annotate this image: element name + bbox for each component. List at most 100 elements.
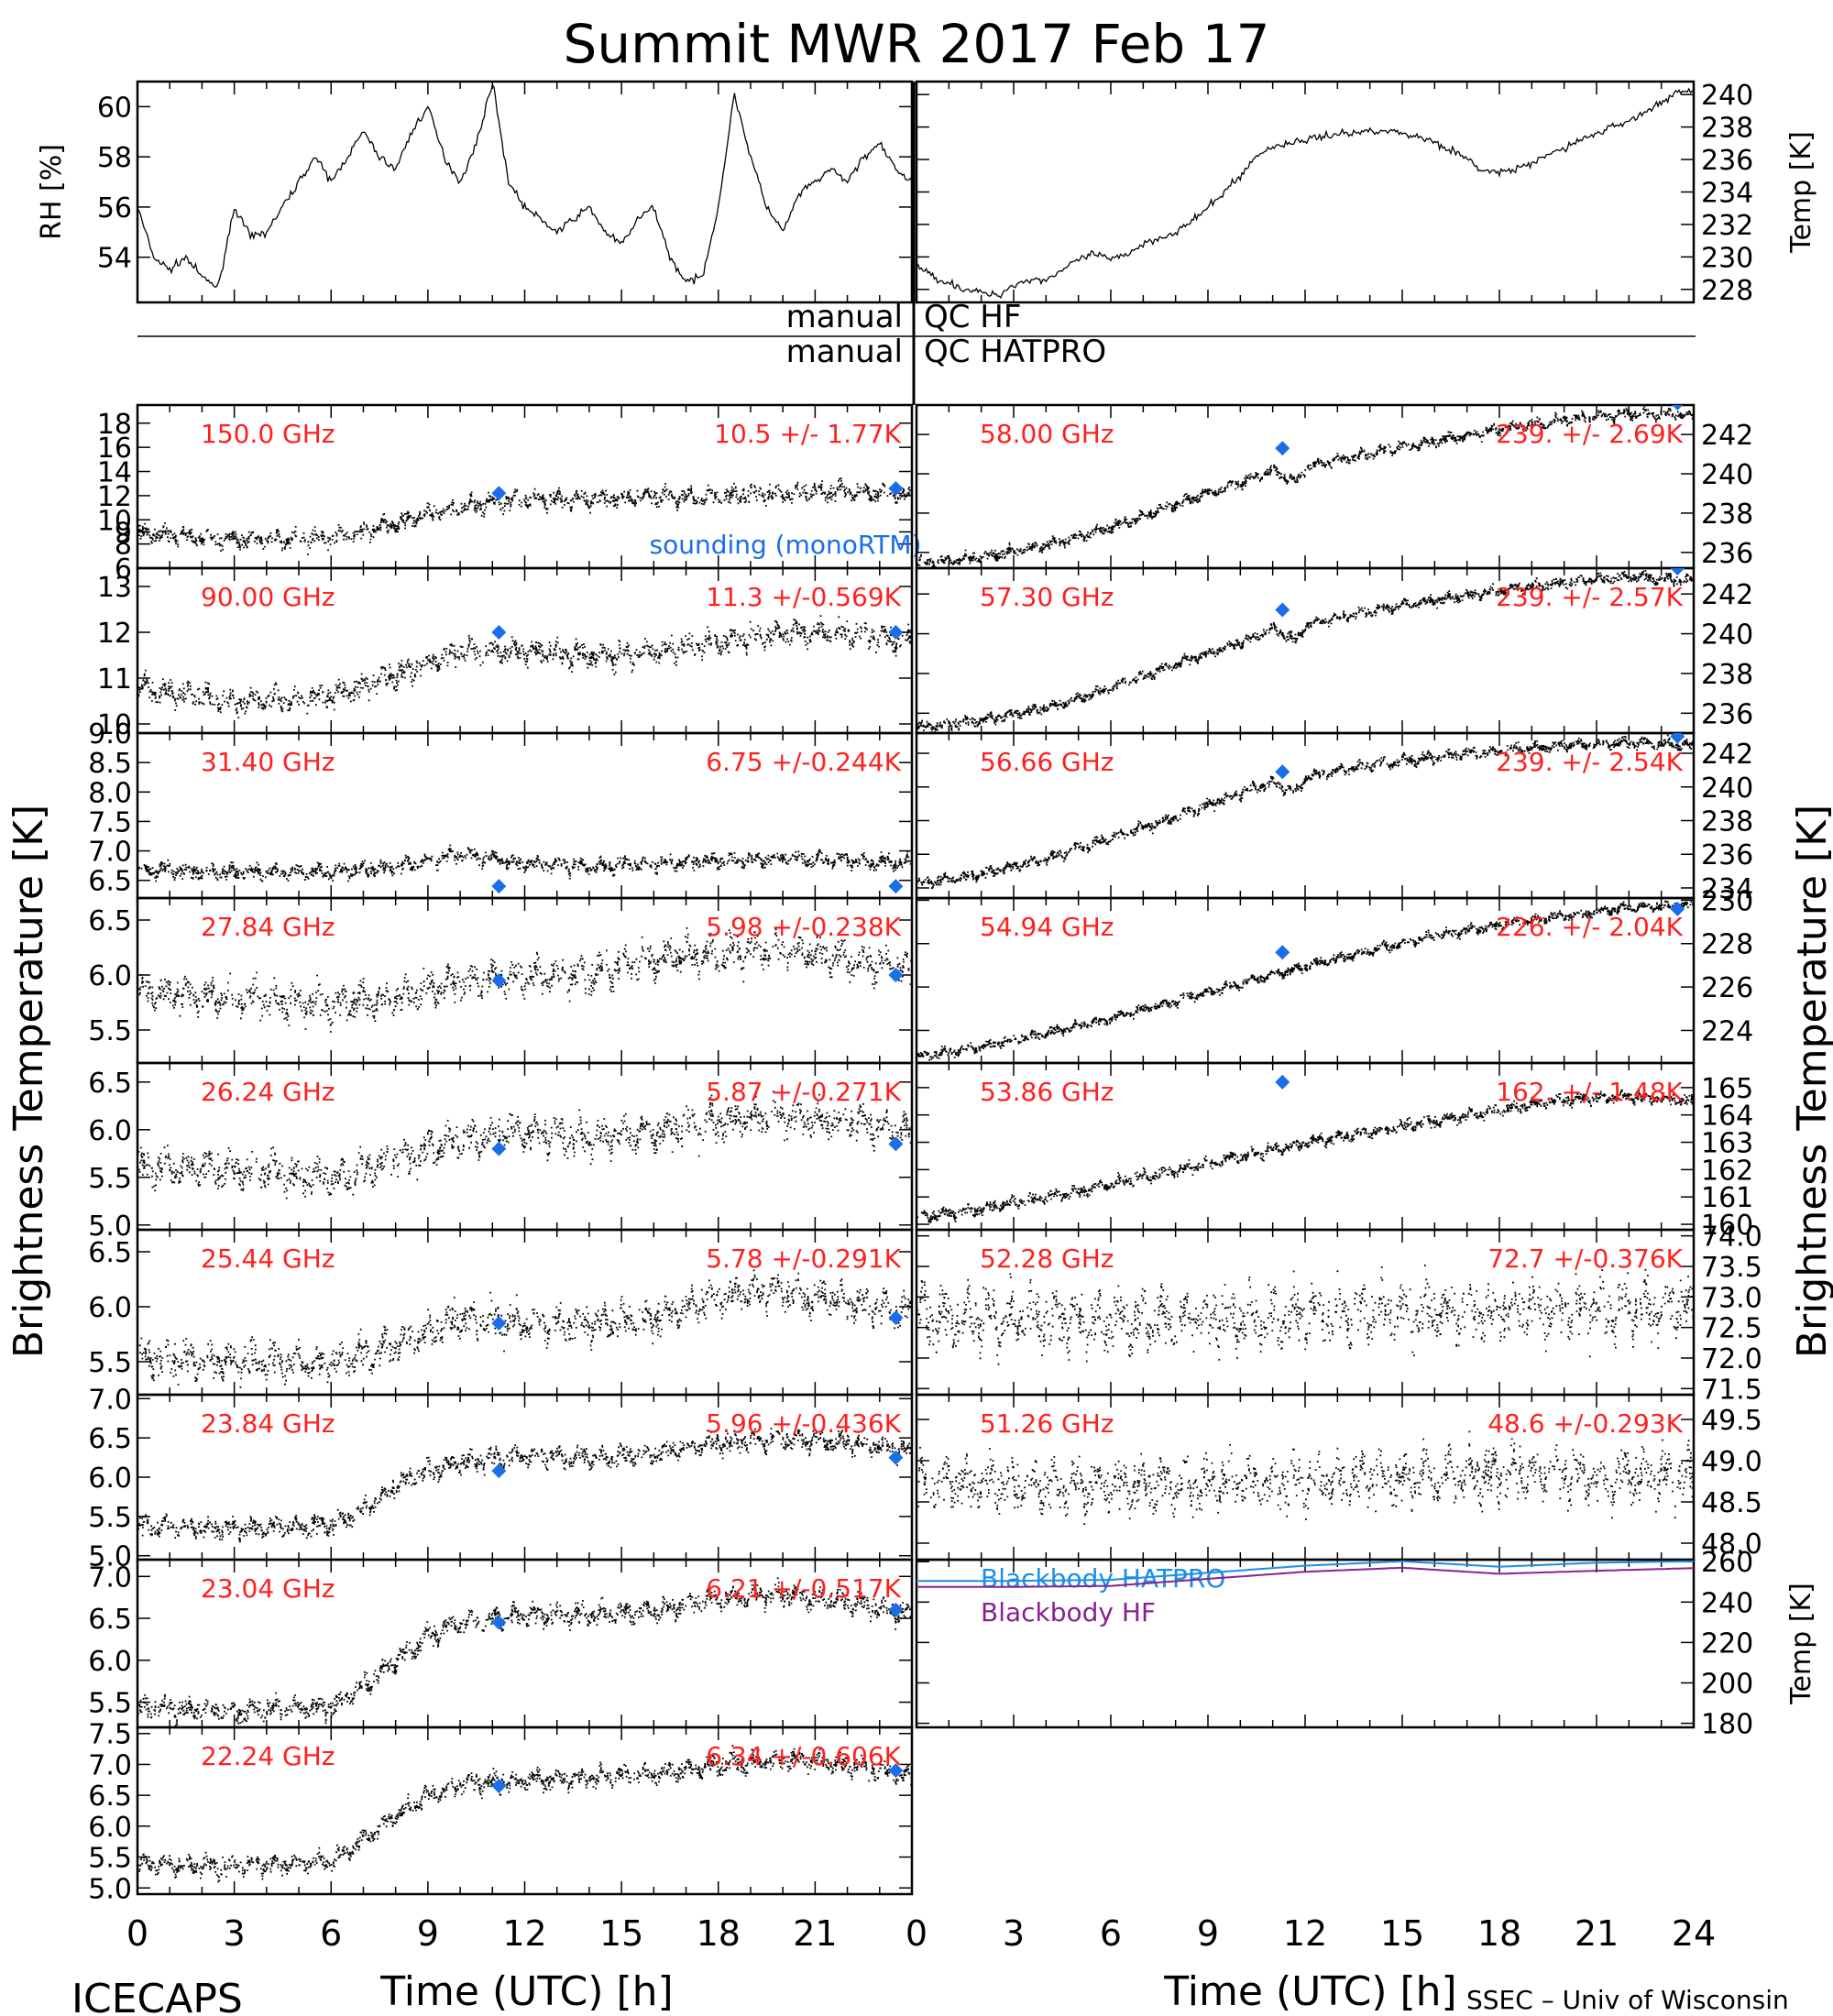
- channel-label: 56.66 GHz: [980, 747, 1114, 777]
- y-tick-label: 200: [1701, 1668, 1753, 1700]
- y-tick-label: 238: [1701, 113, 1753, 145]
- y-tick-label: 162: [1701, 1155, 1753, 1187]
- channel-label: 23.04 GHz: [201, 1573, 335, 1604]
- channel-stat: 5.78 +/-0.291K: [706, 1244, 901, 1274]
- sounding-marker: [1275, 441, 1290, 456]
- sounding-marker: [888, 480, 904, 496]
- x-tick-label: 0: [906, 1913, 927, 1954]
- y-tick-label: 8: [115, 530, 132, 562]
- y-tick-label: 6.5: [88, 866, 132, 898]
- sounding-marker: [888, 968, 904, 982]
- panel-R8: 180 200 220 240 260 Temp [K] Blackbody HATPROB…: [915, 1547, 1817, 1741]
- y-tick-label: 8.5: [88, 748, 132, 780]
- y-axis-label-right: Brightness Temperature [K]: [1789, 805, 1833, 1358]
- y-tick-label: 48.5: [1701, 1487, 1762, 1519]
- series-points-R4: [916, 900, 1694, 1061]
- channel-stat: 6.34 +/-0.606K: [706, 1741, 901, 1771]
- channel-stat: 6.21 +/-0.517K: [706, 1573, 901, 1604]
- y-tick-label: 234: [1701, 178, 1753, 210]
- y-tick-label: 18: [97, 409, 132, 441]
- channel-stat: 239. +/- 2.69K: [1496, 419, 1683, 449]
- y-tick-label: 228: [1701, 929, 1753, 961]
- y-tick-label: 5.0: [88, 1211, 132, 1243]
- channel-stat: 72.7 +/-0.376K: [1487, 1244, 1683, 1274]
- sounding-marker: [491, 973, 507, 988]
- y-tick-label: 7.0: [88, 1384, 132, 1416]
- x-tick-label: 24: [1672, 1913, 1716, 1954]
- y-tick-label: 6.0: [88, 1646, 132, 1678]
- y-tick-label: 6: [115, 553, 132, 586]
- x-tick-label: 3: [224, 1913, 246, 1954]
- footer-right: SSEC – Univ of Wisconsin: [1466, 1985, 1789, 2015]
- x-tick-label: 12: [1283, 1913, 1327, 1954]
- sounding-marker: [491, 486, 507, 501]
- sounding-legend: sounding (monoRTM): [650, 530, 922, 560]
- y-tick-label: 5.5: [88, 1015, 132, 1047]
- y-tick-label: 73.5: [1701, 1252, 1762, 1284]
- sounding-marker: [491, 1316, 507, 1331]
- series-points-R7: [917, 1430, 1694, 1526]
- y-tick-label: 6.0: [88, 960, 132, 992]
- y-tick-label: 226: [1701, 972, 1753, 1004]
- y-tick-label: 48.0: [1701, 1528, 1762, 1561]
- channel-stat: 239. +/- 2.57K: [1496, 582, 1683, 612]
- channel-stat: 226. +/- 2.04K: [1496, 912, 1683, 942]
- panel-L2: 10 11 12 13 90.00 GHz 11.3 +/-0.569K: [97, 566, 914, 741]
- series-line-1: [916, 1566, 1694, 1588]
- y-tick-label: 14: [97, 457, 132, 489]
- y-tick-label: 58: [97, 142, 132, 174]
- y-tick-label: 5.0: [88, 1541, 132, 1573]
- y-tick-label: 240: [1701, 772, 1753, 805]
- sounding-marker: [1670, 568, 1685, 575]
- y-tick-label: 6.0: [88, 1463, 132, 1495]
- legend-entry-0: Blackbody HATPRO: [981, 1563, 1225, 1594]
- channel-label: 27.84 GHz: [201, 912, 335, 942]
- y-tick-label: 6.5: [88, 905, 132, 937]
- y-axis-label-left: Brightness Temperature [K]: [5, 805, 52, 1358]
- y-tick-label: 9: [115, 517, 132, 549]
- y-tick-label: 238: [1701, 659, 1753, 691]
- y-tick-label: 54: [97, 243, 132, 275]
- x-tick-label: 6: [1100, 1913, 1122, 1954]
- channel-stat: 5.96 +/-0.436K: [706, 1408, 901, 1439]
- qc-label-left-2: manual: [786, 334, 903, 370]
- x-tick-label: 21: [793, 1913, 837, 1954]
- y-tick-label: 236: [1701, 839, 1753, 871]
- channel-stat: 239. +/- 2.54K: [1496, 747, 1683, 777]
- series-points-L2: [137, 615, 912, 718]
- channel-stat: 11.3 +/-0.569K: [706, 582, 901, 612]
- series-points-R5: [916, 1089, 1694, 1223]
- x-tick-label: 6: [320, 1913, 342, 1954]
- y-tick-label: 5.5: [88, 1502, 132, 1534]
- y-tick-label: 49.0: [1701, 1446, 1762, 1478]
- y-tick-label: 164: [1701, 1101, 1753, 1133]
- y-tick-label: 236: [1701, 538, 1753, 570]
- channel-stat: 5.98 +/-0.238K: [706, 912, 901, 942]
- y-tick-label: 6.0: [88, 1812, 132, 1844]
- x-tick-label: 21: [1575, 1913, 1619, 1954]
- qc-label-right-2: QC HATPRO: [924, 334, 1106, 370]
- series-points-L5: [137, 1090, 912, 1200]
- x-tick-label: 18: [697, 1913, 741, 1954]
- y-tick-label: 12: [97, 481, 132, 513]
- sounding-marker: [888, 1602, 904, 1617]
- sounding-marker: [1672, 405, 1684, 411]
- panel-R6: 71.572.072.573.073.574.0 52.28 GHz 72.7 +/…: [915, 1222, 1762, 1406]
- y-tick-label: 6.0: [88, 1115, 132, 1147]
- panel-R7: 48.0 48.5 49.0 49.5 51.26 GHz 48.6 +/-0.293K: [915, 1393, 1762, 1561]
- y-tick-label: 60: [97, 92, 132, 124]
- sounding-marker: [1670, 733, 1685, 744]
- y-tick-label: 240: [1701, 619, 1753, 652]
- panel-frame: [136, 80, 914, 304]
- y-tick-label: 5.5: [88, 1688, 132, 1720]
- x-tick-label: 9: [417, 1913, 439, 1954]
- y-tick-label: 161: [1701, 1182, 1753, 1214]
- y-tick-label: 165: [1701, 1073, 1753, 1105]
- y-tick-label: 232: [1701, 210, 1753, 242]
- y-tick-label: 234: [1701, 873, 1753, 905]
- series-points-L6: [138, 1269, 912, 1388]
- series-points-L3: [137, 844, 912, 882]
- panel-L8: 5.5 6.0 6.5 7.0 23.04 GHz 6.21 +/-0.517K: [88, 1558, 914, 1729]
